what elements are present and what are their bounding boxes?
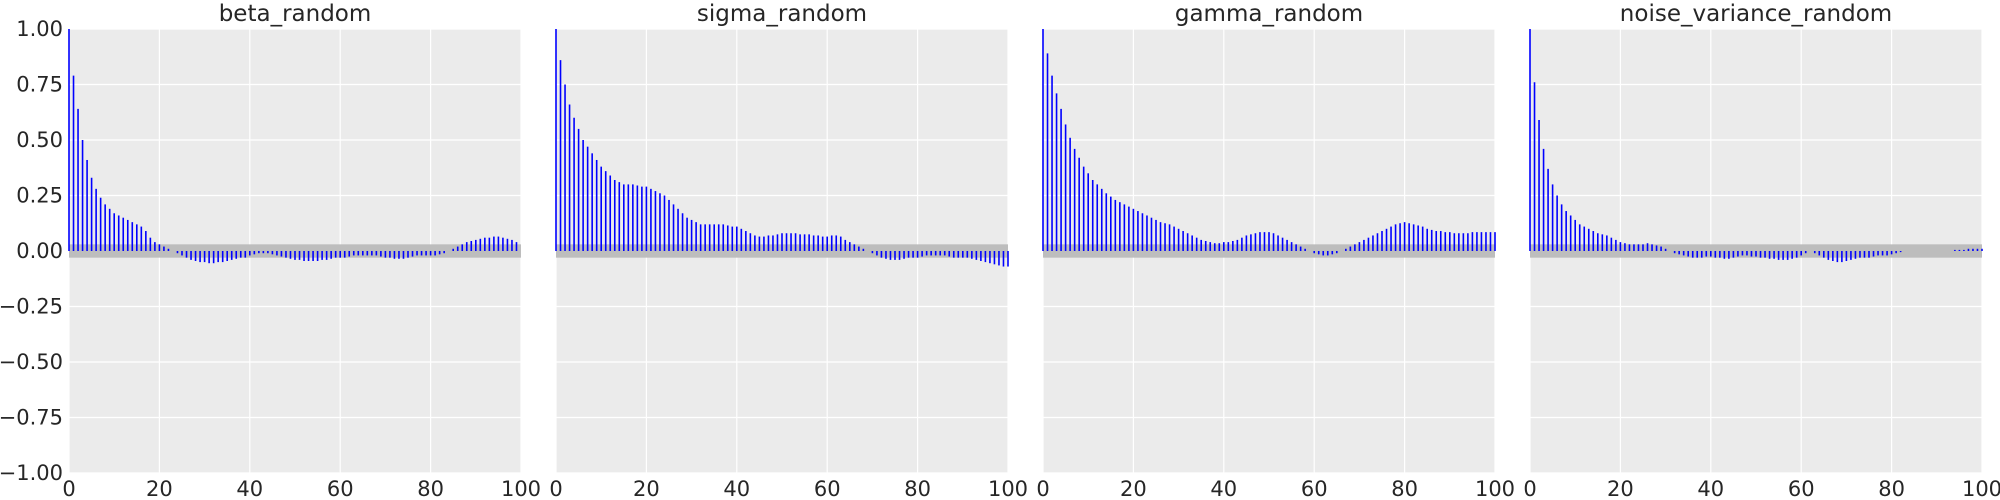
y-tick-label: −0.50 <box>0 350 63 374</box>
panel-title: sigma_random <box>697 1 867 27</box>
y-tick-label: 0.50 <box>16 128 63 152</box>
x-tick-label: 40 <box>1210 477 1237 500</box>
x-tick-label: 0 <box>62 477 75 500</box>
y-tick-label: 1.00 <box>16 17 63 41</box>
x-tick-label: 20 <box>1120 477 1147 500</box>
x-tick-label: 20 <box>1607 477 1634 500</box>
y-tick-label: 0.25 <box>16 184 63 208</box>
x-tick-label: 80 <box>417 477 444 500</box>
y-tick-label: 0.75 <box>16 73 63 97</box>
panel-title: noise_variance_random <box>1620 1 1892 27</box>
panel-title: gamma_random <box>1175 1 1363 27</box>
x-tick-label: 60 <box>1301 477 1328 500</box>
x-tick-label: 40 <box>723 477 750 500</box>
acf-panel-1: beta_random 0 20 40 60 80 100 1.00 0.75 0.50 0.25 0… <box>0 1 541 500</box>
x-tick-label: 60 <box>814 477 841 500</box>
panel-title: beta_random <box>219 1 372 27</box>
x-tick-label: 60 <box>1788 477 1815 500</box>
x-tick-label: 100 <box>1475 477 1515 500</box>
x-tick-label: 100 <box>988 477 1028 500</box>
x-tick-label: 100 <box>501 477 541 500</box>
y-tick-label: −0.25 <box>0 295 63 319</box>
x-tick-label: 20 <box>146 477 173 500</box>
x-tick-label: 80 <box>904 477 931 500</box>
acf-panel-2: sigma_random 0 20 40 60 80 100 <box>549 1 1028 500</box>
x-tick-label: 100 <box>1962 477 2000 500</box>
y-tick-label: −0.75 <box>0 406 63 430</box>
x-tick-label: 40 <box>1697 477 1724 500</box>
x-tick-label: 0 <box>1036 477 1049 500</box>
y-tick-label: −1.00 <box>0 461 63 485</box>
acf-panel-4: noise_variance_random 0 20 40 60 80 100 <box>1523 1 2000 500</box>
x-tick-label: 20 <box>633 477 660 500</box>
acf-panel-3: gamma_random 0 20 40 60 80 100 <box>1036 1 1515 500</box>
x-tick-label: 60 <box>327 477 354 500</box>
x-tick-label: 80 <box>1878 477 1905 500</box>
x-tick-label: 0 <box>549 477 562 500</box>
x-tick-label: 0 <box>1523 477 1536 500</box>
x-tick-label: 40 <box>236 477 263 500</box>
x-tick-label: 80 <box>1391 477 1418 500</box>
y-tick-label: 0.00 <box>16 239 63 263</box>
